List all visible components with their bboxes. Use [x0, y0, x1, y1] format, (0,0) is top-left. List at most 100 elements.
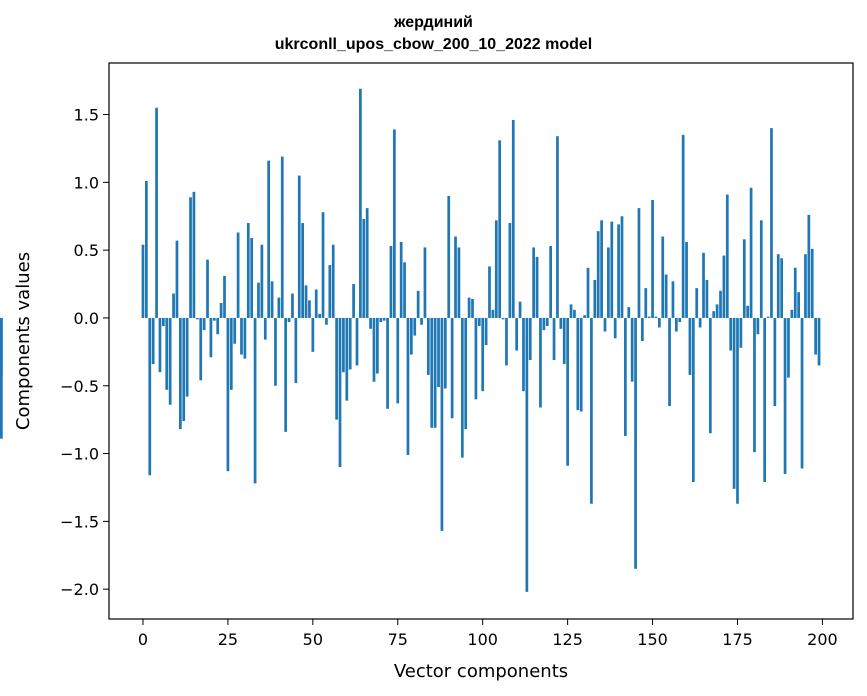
bar: [240, 317, 243, 355]
bar: [474, 317, 478, 400]
bar: [736, 317, 739, 504]
bar: [715, 304, 719, 318]
bar: [698, 317, 702, 328]
bar: [722, 255, 726, 318]
bar: [576, 317, 580, 411]
bar: [742, 239, 746, 318]
chart-title-line1: жердиний: [394, 14, 473, 31]
bar: [246, 223, 250, 318]
bar: [274, 317, 277, 386]
bar: [624, 317, 627, 436]
bar: [749, 187, 753, 318]
bar: [515, 317, 519, 351]
bar: [814, 317, 817, 355]
bar: [223, 275, 226, 318]
bar: [172, 293, 175, 318]
bar: [158, 317, 162, 373]
bar: [406, 317, 410, 455]
bar: [145, 180, 148, 318]
bar: [685, 242, 688, 318]
bar: [284, 317, 288, 432]
bar: [501, 317, 505, 320]
bar: [511, 119, 515, 318]
bar: [790, 309, 794, 318]
bar: [627, 307, 631, 318]
bar: [556, 136, 559, 318]
bar: [773, 317, 777, 407]
bar: [678, 317, 682, 323]
bar: [420, 317, 423, 325]
bar: [691, 317, 695, 483]
bar: [396, 317, 400, 404]
bar: [644, 288, 648, 318]
bar: [549, 246, 552, 318]
bar: [301, 223, 304, 318]
bar: [464, 317, 468, 430]
bar: [148, 317, 152, 476]
bar: [552, 317, 556, 360]
bars-group: [0, 88, 821, 592]
bar: [763, 317, 767, 483]
bar: [562, 317, 566, 365]
bar: [308, 300, 311, 318]
bar: [664, 274, 668, 318]
bar: [586, 267, 590, 318]
bar: [277, 297, 281, 318]
bar: [403, 262, 406, 318]
x-tick-label: 50: [303, 630, 323, 649]
bar: [583, 315, 586, 318]
bar: [270, 281, 274, 318]
bar: [542, 317, 546, 331]
bar: [413, 317, 417, 336]
bar: [328, 265, 332, 318]
bar: [393, 129, 396, 318]
bar: [338, 317, 342, 468]
bar: [416, 290, 420, 318]
bar: [430, 317, 434, 428]
bar: [712, 311, 716, 318]
y-tick-label: 1.0: [74, 173, 99, 192]
bar: [532, 247, 536, 318]
x-axis: 0 25 50 75 100 125 150 175 200: [138, 619, 838, 649]
bar: [165, 317, 169, 390]
bar: [759, 220, 763, 318]
bar: [658, 317, 661, 328]
bar: [457, 247, 461, 318]
plot-frame: [108, 62, 854, 620]
y-tick-label: −0.5: [60, 377, 99, 396]
bar: [369, 317, 372, 329]
y-tick-label: −1.5: [60, 512, 99, 531]
bar: [233, 317, 237, 344]
bar: [263, 317, 267, 340]
bar: [467, 297, 471, 318]
bar: [525, 317, 529, 592]
bar: [311, 317, 315, 352]
bar: [219, 303, 223, 318]
bar: [178, 317, 182, 430]
y-axis: −2.0 −1.5 −1.0 −0.5 0.0 0.5 1.0 1.5: [60, 106, 109, 599]
bar: [206, 259, 209, 318]
bar: [0, 317, 3, 375]
bar: [257, 282, 260, 318]
bar: [477, 317, 481, 327]
bar: [807, 214, 811, 318]
x-tick-label: 75: [388, 630, 408, 649]
bar: [484, 317, 488, 346]
bar: [668, 317, 671, 407]
bar: [651, 199, 654, 318]
bar: [770, 128, 773, 318]
bar: [189, 197, 192, 318]
x-tick-label: 100: [467, 630, 498, 649]
bar: [573, 309, 576, 318]
bar: [569, 304, 573, 318]
bar: [617, 224, 620, 318]
bar: [488, 266, 491, 318]
bar: [634, 317, 637, 569]
bar: [195, 317, 199, 320]
bar: [756, 317, 760, 335]
bar: [739, 317, 743, 348]
bar: [314, 289, 318, 318]
bar: [719, 290, 722, 318]
bar: [630, 317, 634, 382]
